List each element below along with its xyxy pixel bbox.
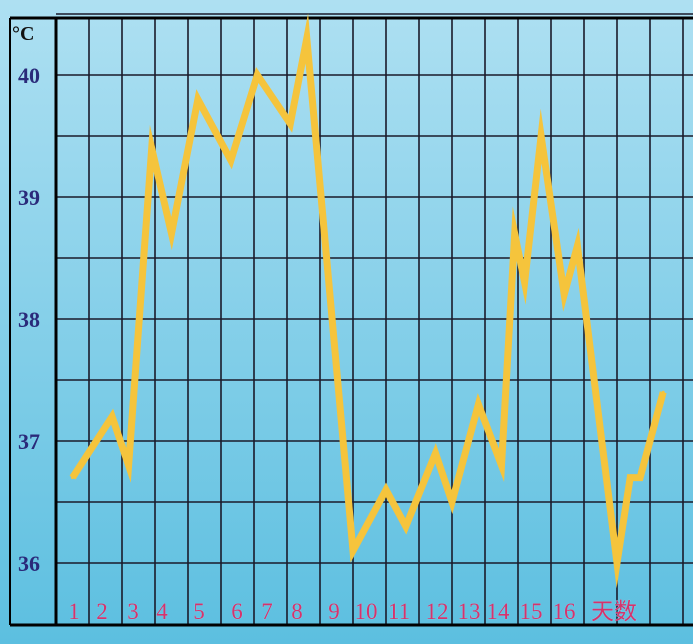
data-point — [229, 158, 233, 162]
data-point — [615, 561, 619, 565]
x-tick-label: 6 — [231, 599, 243, 624]
data-point — [434, 451, 437, 455]
x-tick-label: 12 — [426, 599, 449, 624]
data-point — [404, 524, 408, 528]
y-tick-label: 36 — [18, 551, 40, 576]
grid — [56, 13, 693, 625]
axes — [9, 16, 693, 627]
series-layer — [69, 13, 667, 589]
x-tick-label: 8 — [291, 599, 303, 624]
data-point — [562, 293, 566, 297]
data-point — [170, 232, 173, 236]
x-tick-label: 9 — [328, 599, 340, 624]
data-point — [150, 146, 154, 150]
x-tick-label: 2 — [96, 599, 108, 624]
data-point — [127, 463, 131, 467]
data-point — [71, 476, 74, 480]
y-tick-label: 39 — [18, 185, 40, 210]
data-point — [384, 488, 388, 492]
data-point — [476, 402, 480, 406]
data-point — [513, 232, 517, 236]
x-tick-label: 3 — [127, 599, 139, 624]
x-tick-label: 1 — [68, 599, 80, 624]
x-tick-label: 11 — [388, 599, 410, 624]
x-tick-label: 5 — [193, 599, 205, 624]
data-point — [575, 244, 579, 248]
data-point — [539, 134, 543, 138]
data-point — [196, 97, 200, 101]
x-tick-label: 7 — [261, 599, 273, 624]
data-point — [523, 280, 527, 284]
x-axis-label: 天数 — [591, 599, 637, 624]
x-tick-label: 14 — [487, 599, 511, 624]
data-point — [351, 549, 355, 553]
y-tick-label: 37 — [18, 429, 40, 454]
data-point — [661, 390, 665, 394]
data-point — [288, 122, 292, 126]
data-point — [305, 36, 309, 40]
x-tick-label: 16 — [553, 599, 576, 624]
series-line — [69, 13, 667, 589]
data-point — [638, 476, 642, 480]
y-unit-label: °C — [12, 23, 34, 45]
data-point — [450, 500, 454, 504]
x-tick-label: 15 — [520, 599, 543, 624]
data-point — [110, 415, 114, 419]
x-tick-label: 4 — [156, 599, 168, 624]
x-tick-label: 10 — [355, 599, 378, 624]
data-point — [255, 73, 259, 77]
x-tick-label: 13 — [458, 599, 481, 624]
data-point — [628, 476, 632, 480]
y-tick-label: 38 — [18, 307, 40, 332]
data-point — [500, 463, 503, 467]
y-tick-label: 40 — [18, 63, 40, 88]
